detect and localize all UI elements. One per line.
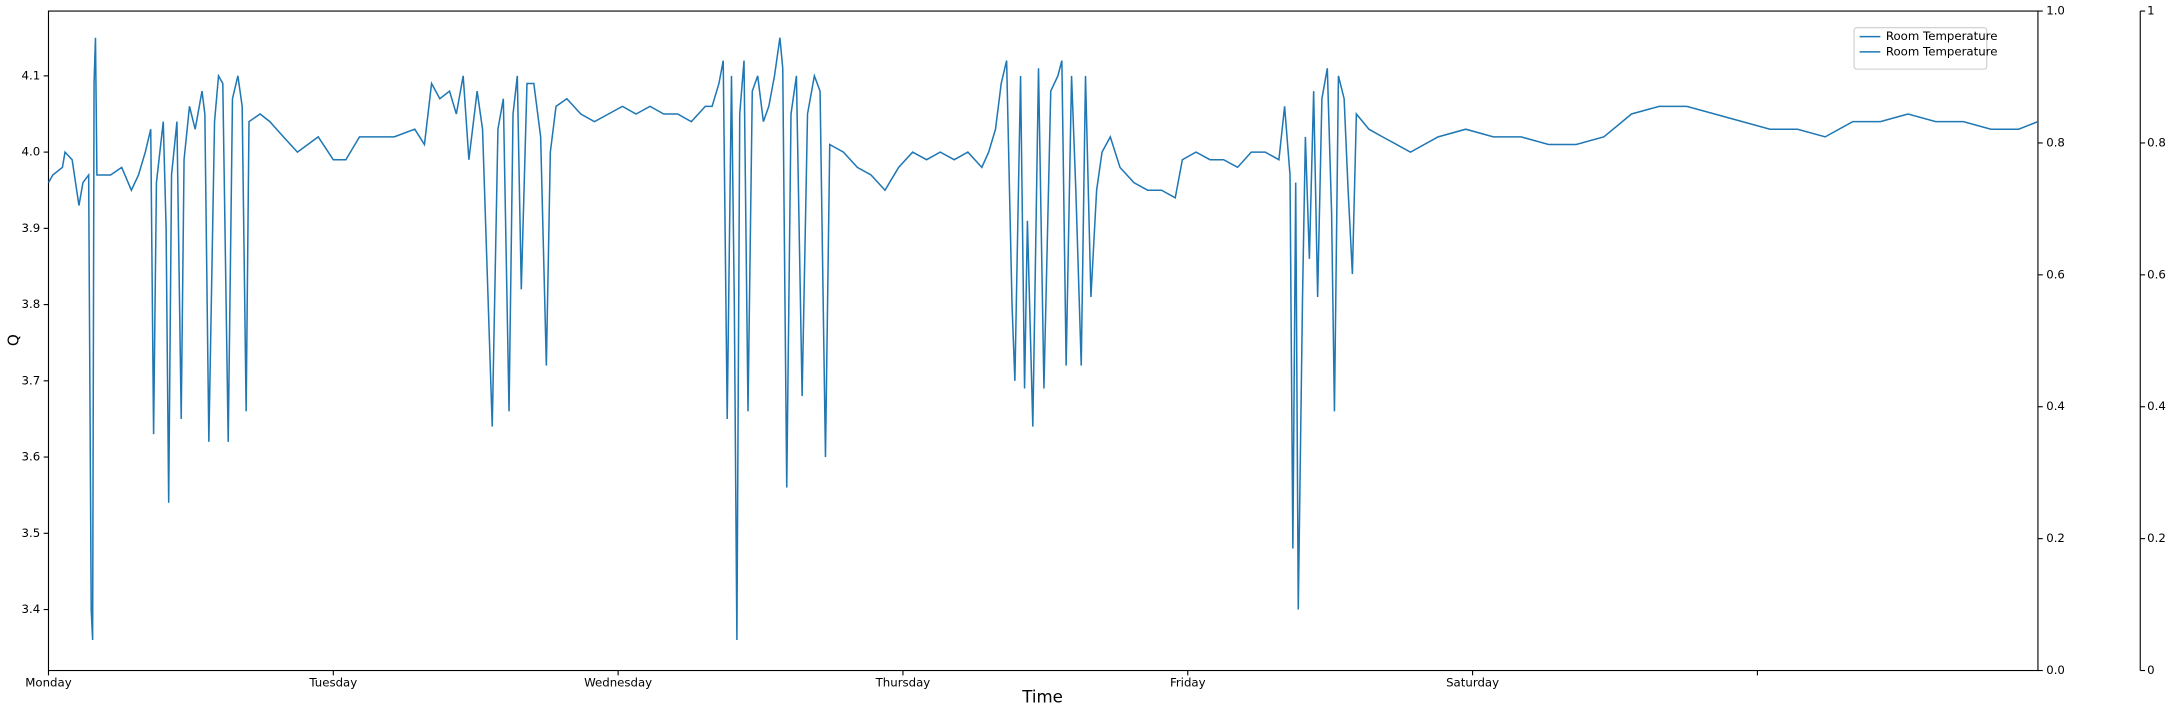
x-tick-label: Thursday [875,675,931,689]
x-axis-label: Time [1021,688,1063,707]
y-axis-label: Q [4,334,22,346]
plot-frame [47,10,2039,672]
x-tick-label: Monday [25,675,71,689]
y-tick-label: 4.0 [22,145,41,159]
y3-tick-label: 0.6 [2147,267,2166,281]
legend-box [1853,27,1988,70]
y2-tick-label: 1.0 [2046,4,2065,18]
x-tick-label: Friday [1170,675,1206,689]
y-tick-label: 3.4 [22,602,41,616]
y-tick-label: 3.7 [22,373,41,387]
y-tick-label: 3.6 [22,450,41,464]
x-tick-label: Saturday [1446,675,1499,689]
legend-label: Room Temperature [1886,44,1998,58]
y2-tick-label: 0.6 [2046,267,2065,281]
y3-tick-label: 0.4 [2147,399,2166,413]
y-tick-label: 3.9 [22,221,41,235]
y-tick-label: 4.1 [22,68,41,82]
y3-tick-label: 0.2 [2147,531,2166,545]
y3-tick-label: 0.8 [2147,135,2166,149]
y-tick-label: 3.8 [22,297,41,311]
y2-tick-label: 0.0 [2046,663,2065,677]
y-tick-label: 3.5 [22,526,41,540]
y2-tick-label: 0.8 [2046,135,2065,149]
legend-label: Room Temperature [1886,29,1998,43]
y2-tick-label: 0.4 [2046,399,2065,413]
y2-tick-label: 0.2 [2046,531,2065,545]
y3-tick-label: 0 [2147,663,2154,677]
y3-tick-label: 1 [2147,4,2154,18]
data-line [47,37,2039,641]
x-tick-label: Tuesday [308,675,357,689]
x-tick-label: Wednesday [584,675,652,689]
